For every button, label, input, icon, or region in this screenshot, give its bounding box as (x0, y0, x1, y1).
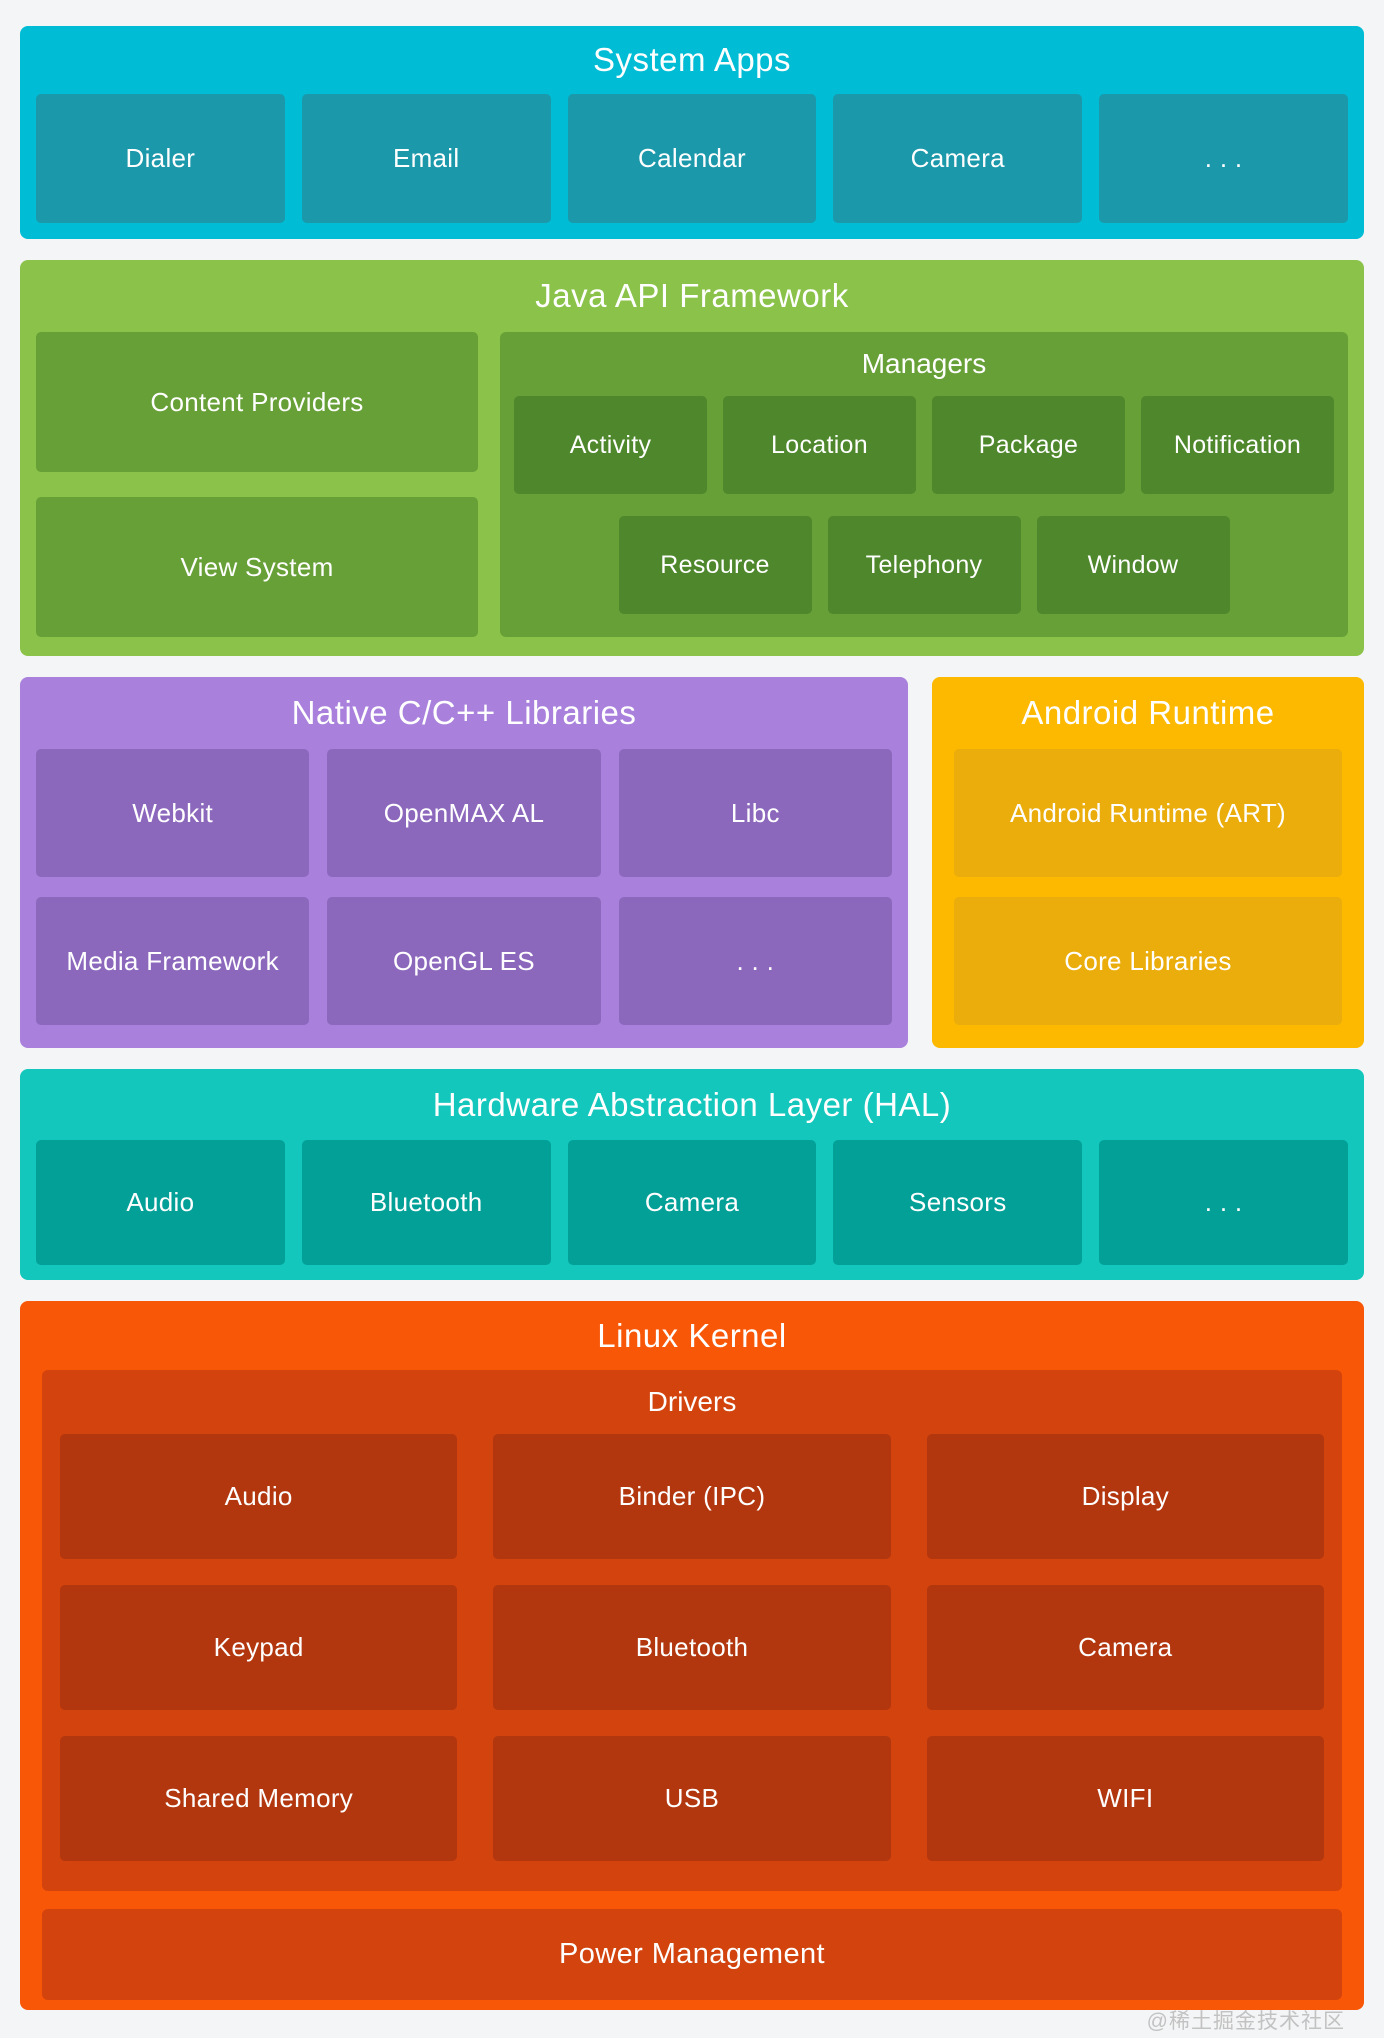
android-runtime-section: Android Runtime Android Runtime (ART) Co… (932, 677, 1364, 1048)
location-manager-box: Location (723, 396, 916, 494)
driver-shared-memory-box: Shared Memory (60, 1736, 458, 1861)
drivers-container: Drivers Audio Binder (IPC) Display Keypa… (42, 1370, 1342, 1891)
system-apps-row: Dialer Email Calendar Camera . . . (36, 94, 1348, 223)
hal-camera-box: Camera (567, 1140, 817, 1265)
drivers-row-3: Shared Memory USB WIFI (60, 1736, 1324, 1861)
java-api-framework-title: Java API Framework (535, 277, 849, 314)
java-api-content: Content Providers View System Managers A… (36, 332, 1348, 637)
driver-wifi-box: WIFI (926, 1736, 1324, 1861)
driver-audio-box: Audio (60, 1434, 458, 1559)
managers-container: Managers Activity Location Package Notif… (500, 332, 1348, 637)
power-management-box: Power Management (42, 1909, 1342, 2000)
drivers-row-1: Audio Binder (IPC) Display (60, 1434, 1324, 1559)
native-and-runtime-row: Native C/C++ Libraries Webkit OpenMAX AL… (20, 677, 1364, 1048)
view-system-box: View System (36, 497, 478, 637)
openmax-al-box: OpenMAX AL (327, 749, 601, 877)
native-libraries-section: Native C/C++ Libraries Webkit OpenMAX AL… (20, 677, 908, 1048)
native-libraries-row-2: Media Framework OpenGL ES . . . (36, 897, 892, 1025)
notification-manager-box: Notification (1141, 396, 1334, 494)
system-app-camera: Camera (833, 94, 1083, 223)
system-app-email: Email (301, 94, 551, 223)
native-libraries-title: Native C/C++ Libraries (291, 694, 637, 731)
driver-binder-ipc-box: Binder (IPC) (493, 1434, 891, 1559)
native-ellipsis-box: . . . (618, 897, 892, 1025)
hal-title: Hardware Abstraction Layer (HAL) (432, 1086, 952, 1123)
window-manager-box: Window (1036, 516, 1230, 614)
hal-section: Hardware Abstraction Layer (HAL) Audio B… (20, 1069, 1364, 1280)
managers-row-2: Resource Telephony Window (514, 516, 1334, 614)
driver-keypad-box: Keypad (60, 1585, 458, 1710)
hal-audio-box: Audio (36, 1140, 285, 1265)
linux-kernel-title: Linux Kernel (597, 1317, 787, 1354)
native-libraries-row-1: Webkit OpenMAX AL Libc (36, 749, 892, 877)
system-apps-title: System Apps (592, 41, 792, 78)
hal-sensors-box: Sensors (833, 1140, 1083, 1265)
drivers-title: Drivers (647, 1386, 737, 1417)
package-manager-box: Package (932, 396, 1125, 494)
linux-kernel-section: Linux Kernel Drivers Audio Binder (IPC) … (20, 1301, 1364, 2010)
core-libraries-box: Core Libraries (954, 897, 1342, 1025)
libc-box: Libc (618, 749, 892, 877)
telephony-manager-box: Telephony (827, 516, 1021, 614)
driver-usb-box: USB (493, 1736, 891, 1861)
managers-title: Managers (861, 348, 987, 379)
activity-manager-box: Activity (514, 396, 707, 494)
system-apps-section: System Apps Dialer Email Calendar Camera… (20, 26, 1364, 239)
android-architecture-diagram: System Apps Dialer Email Calendar Camera… (20, 26, 1364, 2010)
resource-manager-box: Resource (618, 516, 812, 614)
art-box: Android Runtime (ART) (954, 749, 1342, 877)
driver-camera-box: Camera (926, 1585, 1324, 1710)
media-framework-box: Media Framework (36, 897, 310, 1025)
android-runtime-title: Android Runtime (1021, 694, 1275, 731)
system-app-ellipsis: . . . (1099, 94, 1348, 223)
driver-display-box: Display (926, 1434, 1324, 1559)
system-app-calendar: Calendar (567, 94, 817, 223)
java-api-left-column: Content Providers View System (36, 332, 478, 637)
java-api-framework-section: Java API Framework Content Providers Vie… (20, 260, 1364, 656)
watermark-text: @稀土掘金技术社区 (1146, 2010, 1345, 2033)
hal-row: Audio Bluetooth Camera Sensors . . . (36, 1140, 1348, 1265)
webkit-box: Webkit (36, 749, 310, 877)
opengl-es-box: OpenGL ES (327, 897, 601, 1025)
content-providers-box: Content Providers (36, 332, 478, 472)
hal-bluetooth-box: Bluetooth (301, 1140, 551, 1265)
drivers-row-2: Keypad Bluetooth Camera (60, 1585, 1324, 1710)
driver-bluetooth-box: Bluetooth (493, 1585, 891, 1710)
hal-ellipsis-box: . . . (1099, 1140, 1348, 1265)
managers-row-1: Activity Location Package Notification (514, 396, 1334, 494)
system-app-dialer: Dialer (36, 94, 285, 223)
